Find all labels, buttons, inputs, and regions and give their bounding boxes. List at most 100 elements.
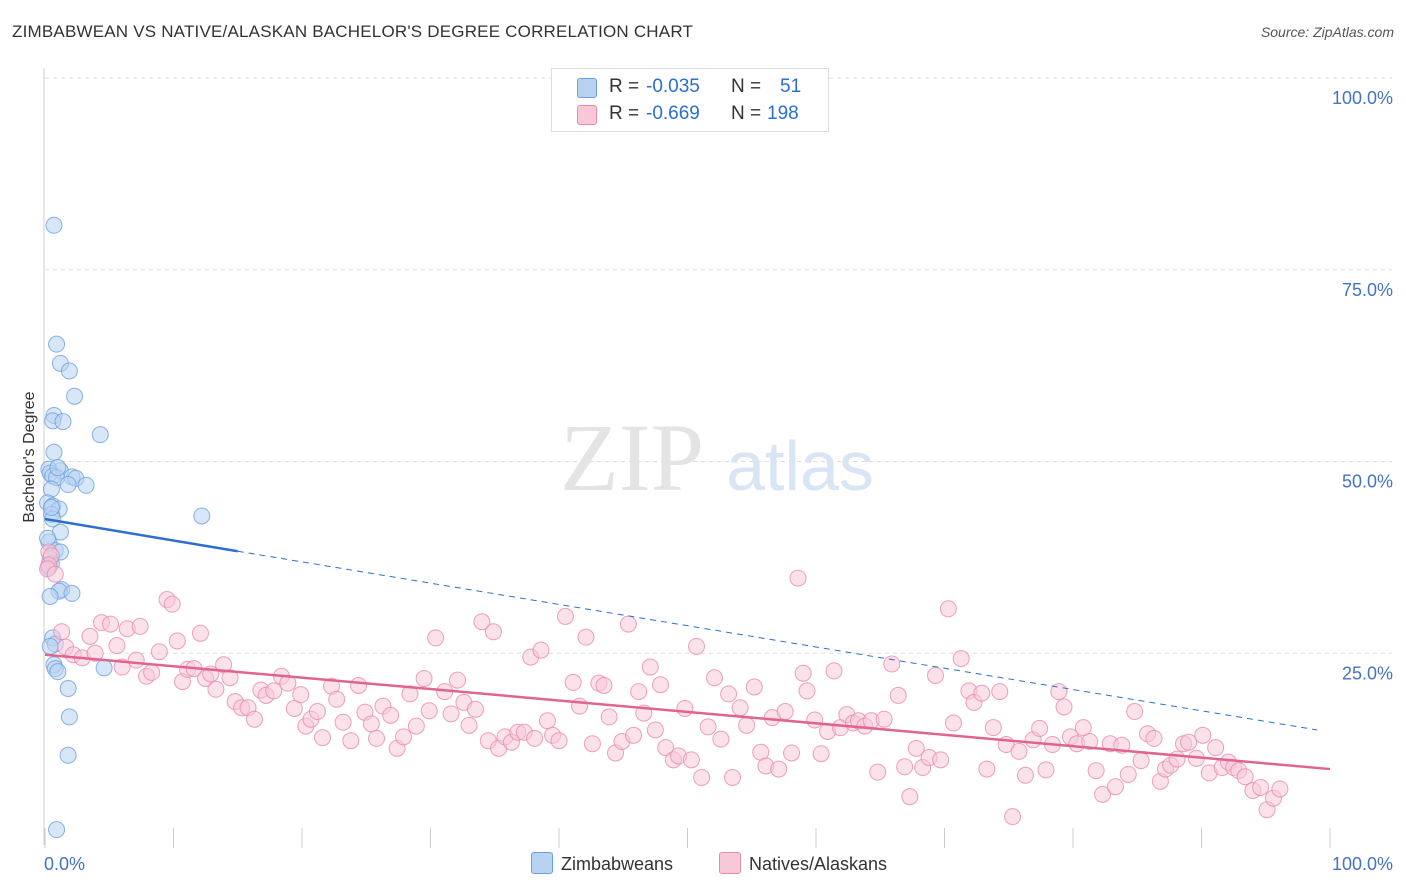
native-alaskan-point — [127, 651, 145, 669]
zimbabwean-point — [48, 821, 66, 839]
zimbabwean-point — [60, 708, 78, 726]
zimbabwean-point — [77, 476, 95, 494]
bottom-legend-swatch-blue — [531, 852, 553, 874]
native-alaskan-point — [907, 739, 925, 757]
native-alaskan-point — [978, 760, 996, 778]
legend-row-natives: R = -0.669 N = 198 — [552, 101, 828, 128]
native-alaskan-point — [395, 728, 413, 746]
native-alaskan-point — [619, 615, 637, 633]
native-alaskan-point — [556, 607, 574, 625]
native-alaskan-point — [1194, 726, 1212, 744]
native-alaskan-trend-line — [44, 653, 1331, 771]
bottom-legend-swatch-pink — [719, 852, 741, 874]
x-tick-label: 0.0% — [44, 854, 85, 874]
native-alaskan-point — [595, 676, 613, 694]
native-alaskan-point — [1055, 698, 1073, 716]
native-alaskan-point — [794, 664, 812, 682]
native-alaskan-point — [420, 702, 438, 720]
native-alaskan-point — [415, 670, 433, 688]
legend-r-value: -0.035 — [646, 76, 700, 97]
native-alaskan-point — [265, 682, 283, 700]
bottom-legend-natives: Natives/Alaskans — [719, 852, 887, 875]
watermark-atlas: atlas — [726, 427, 874, 505]
zimbabwean-point — [45, 216, 63, 234]
y-tick-label: 50.0% — [1342, 472, 1393, 492]
zimbabwean-point — [66, 387, 84, 405]
native-alaskan-point — [738, 716, 756, 734]
zimbabwean-point — [193, 507, 211, 525]
native-alaskan-point — [168, 632, 186, 650]
native-alaskan-point — [150, 643, 168, 661]
zimbabwean-point — [63, 584, 81, 602]
legend: R = -0.035 N = 51 R = -0.669 N = 198 — [551, 68, 829, 132]
native-alaskan-point — [46, 565, 64, 583]
native-alaskan-point — [1037, 761, 1055, 779]
zimbabwean-point — [49, 663, 67, 681]
native-alaskan-point — [401, 685, 419, 703]
grid-layer — [45, 77, 1392, 654]
native-alaskan-point — [869, 763, 887, 781]
native-alaskan-point — [1094, 785, 1112, 803]
native-alaskan-point — [812, 745, 830, 763]
native-alaskan-point — [328, 690, 346, 708]
legend-row-zimbabweans: R = -0.035 N = 51 — [552, 74, 828, 101]
native-alaskan-point — [927, 666, 945, 684]
native-alaskan-point — [705, 669, 723, 687]
native-alaskan-point — [81, 627, 99, 645]
native-alaskan-point — [776, 703, 794, 721]
native-alaskan-point — [952, 650, 970, 668]
native-alaskan-point — [108, 637, 126, 655]
native-alaskan-point — [1106, 778, 1124, 796]
native-alaskan-point — [407, 717, 425, 735]
bottom-legend-label: Zimbabweans — [561, 854, 674, 874]
native-alaskan-point — [630, 683, 648, 701]
native-alaskan-point — [484, 623, 502, 641]
native-alaskan-point — [442, 705, 460, 723]
zimbabwean-point — [49, 459, 67, 477]
native-alaskan-point — [889, 686, 907, 704]
native-alaskan-point — [1119, 765, 1137, 783]
native-alaskan-point — [984, 719, 1002, 737]
native-alaskan-point — [973, 684, 991, 702]
native-alaskan-point — [745, 678, 763, 696]
native-alaskan-point — [798, 682, 816, 700]
native-alaskan-point — [583, 735, 601, 753]
native-alaskan-point — [991, 683, 1009, 701]
native-alaskan-point — [1207, 739, 1225, 757]
zimbabwean-point — [48, 335, 66, 353]
native-alaskan-point — [1087, 762, 1105, 780]
native-alaskan-point — [473, 613, 491, 631]
native-alaskan-point — [143, 663, 161, 681]
native-alaskan-point — [526, 729, 544, 747]
zimbabwean-point — [41, 587, 59, 605]
zimbabwean-point — [41, 637, 59, 655]
bottom-legend-label: Natives/Alaskans — [749, 854, 888, 874]
zimbabwean-point — [95, 659, 113, 677]
native-alaskan-point — [245, 710, 263, 728]
points-layer — [39, 216, 1289, 839]
legend-swatch-pink — [577, 105, 597, 125]
native-alaskan-point — [699, 718, 717, 736]
native-alaskan-point — [460, 716, 478, 734]
native-alaskan-point — [657, 739, 675, 757]
native-alaskan-point — [1252, 778, 1270, 796]
zimbabwean-point — [91, 426, 109, 444]
native-alaskan-point — [1031, 719, 1049, 737]
watermark-zip: ZIP — [560, 404, 704, 511]
native-alaskan-point — [163, 595, 181, 613]
native-alaskan-point — [652, 676, 670, 694]
legend-r-value: -0.669 — [646, 103, 700, 124]
watermark: ZIP atlas — [560, 404, 874, 511]
native-alaskan-point — [712, 730, 730, 748]
trend-layer — [44, 517, 1331, 771]
native-alaskan-point — [427, 629, 445, 647]
bottom-legend-zimbabweans: Zimbabweans — [531, 852, 673, 875]
legend-n-value: 51 — [780, 76, 802, 97]
y-tick-label: 100.0% — [1332, 88, 1393, 108]
native-alaskan-point — [292, 686, 310, 704]
axis-layer: 25.0% 50.0% 75.0% 100.0% 0.0% 100.0% — [43, 68, 1393, 874]
native-alaskan-point — [641, 658, 659, 676]
native-alaskan-point — [191, 624, 209, 642]
native-alaskan-point — [53, 623, 71, 641]
